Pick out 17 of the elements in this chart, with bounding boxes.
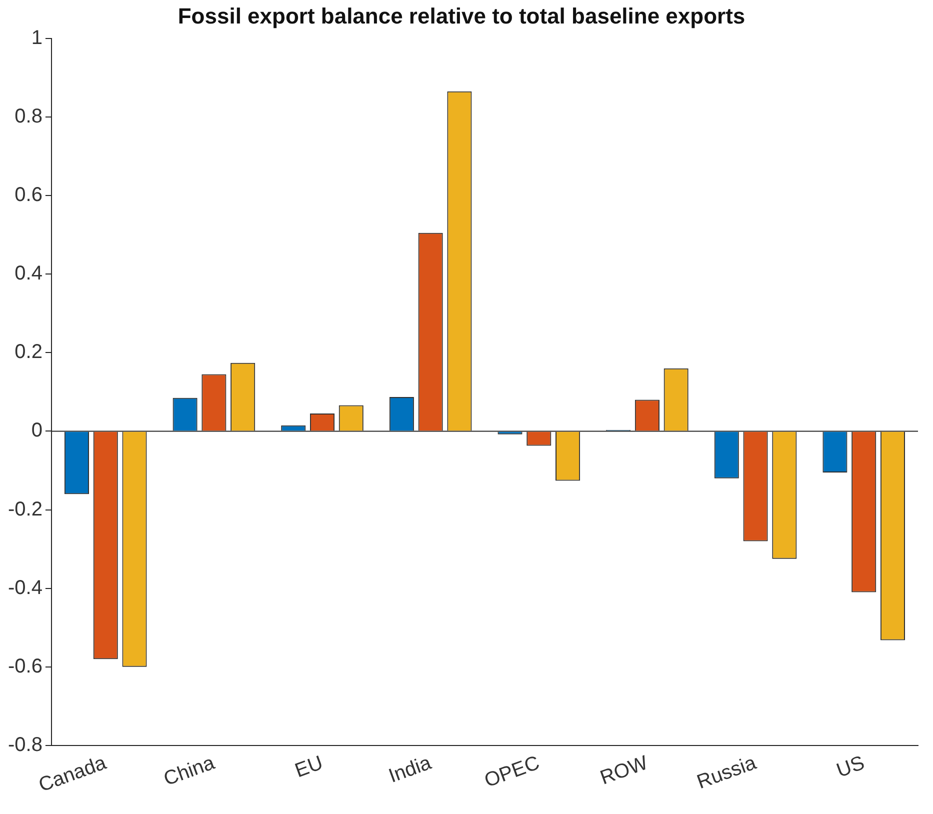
y-tick-label: 1 xyxy=(31,26,42,49)
y-tick-label: 0.4 xyxy=(14,262,42,285)
x-tick-label: ROW xyxy=(597,752,651,790)
x-tick-label: India xyxy=(386,752,435,788)
x-tick-label: Russia xyxy=(694,752,760,794)
x-tick-label: EU xyxy=(292,752,326,782)
y-tick-label: 0.2 xyxy=(14,341,42,364)
y-tick-label: -0.6 xyxy=(8,655,42,678)
x-tick-label: US xyxy=(834,752,868,782)
chart-title: Fossil export balance relative to total baseline exports xyxy=(178,3,746,28)
y-tick-label: 0.6 xyxy=(14,184,42,206)
y-tick-label: -0.2 xyxy=(8,498,42,520)
y-tick-label: 0 xyxy=(31,420,42,442)
x-tick-label: OPEC xyxy=(482,752,542,792)
y-tick-label: 0.8 xyxy=(14,105,42,128)
y-tick-label: -0.4 xyxy=(8,576,42,599)
x-tick-label: China xyxy=(160,752,218,791)
